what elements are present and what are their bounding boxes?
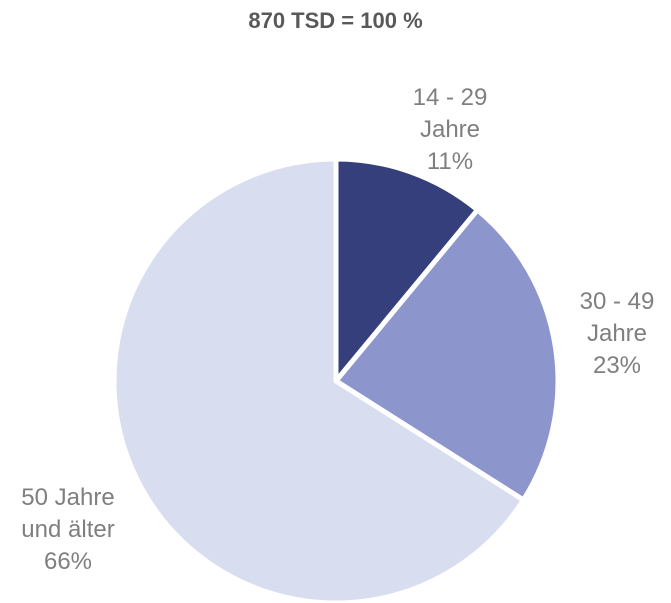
category-label: 14 - 29 Jahre — [412, 84, 488, 143]
slice-label: 30 - 49 Jahre 23% — [562, 286, 671, 382]
chart-title: 870 TSD = 100 % — [248, 8, 423, 33]
category-label: 30 - 49 Jahre — [579, 288, 655, 347]
pie-slice — [111, 156, 526, 603]
value-label: 23% — [592, 352, 642, 379]
value-label: 66% — [43, 548, 93, 575]
value-label: 11% — [426, 148, 474, 175]
category-label: 50 Jahre und älter — [21, 484, 115, 543]
slice-label: 14 - 29 Jahre 11% — [395, 82, 505, 178]
pie-slice — [333, 156, 481, 384]
pie-slice — [333, 207, 561, 503]
slice-label: 50 Jahre und älter 66% — [3, 482, 133, 578]
